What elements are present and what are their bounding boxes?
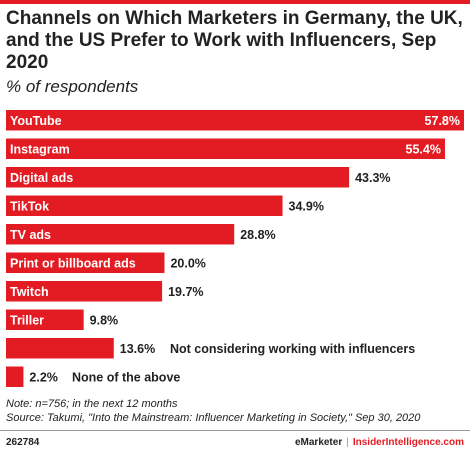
- category-label-not-considering-working-with-influencers: Not considering working with influencers: [170, 342, 415, 356]
- value-label-digital-ads: 43.3%: [355, 171, 390, 185]
- value-label-youtube: 57.8%: [425, 114, 460, 128]
- brand-insider-intelligence: InsiderIntelligence.com: [352, 437, 464, 448]
- chart-subtitle: % of respondents: [6, 77, 139, 96]
- bar-digital-ads: [6, 167, 350, 188]
- bar-label-triller: Triller: [10, 313, 44, 327]
- bar-triller: [6, 309, 84, 330]
- source-text: Source: Takumi, "Into the Mainstream: In…: [6, 412, 421, 424]
- bar-label-tv-ads: TV ads: [10, 228, 51, 242]
- chart-title: Channels on Which Marketers in Germany, …: [6, 8, 463, 73]
- bar-youtube: [6, 110, 464, 131]
- bar-tv-ads: [6, 224, 235, 245]
- bar-chart: YouTube 57.8% Instagram 55.4% Digital ads 43.…: [6, 110, 464, 387]
- value-label-print-or-billboard-ads: 20.0%: [170, 256, 205, 270]
- top-accent-line: [0, 0, 470, 4]
- bar-label-tiktok: TikTok: [10, 199, 49, 213]
- value-label-tiktok: 34.9%: [289, 199, 324, 213]
- value-label-triller: 9.8%: [90, 313, 119, 327]
- chart-notes: Note: n=756; in the next 12 months Sourc…: [6, 397, 466, 425]
- bar-none-of-the-above: [6, 366, 24, 387]
- bar-label-instagram: Instagram: [10, 142, 70, 156]
- value-label-none-of-the-above: 2.2%: [29, 370, 58, 384]
- chart-id: 262784: [6, 437, 40, 448]
- bar-label-twitch: Twitch: [10, 285, 49, 299]
- bar-label-print-or-billboard-ads: Print or billboard ads: [10, 256, 136, 270]
- value-label-instagram: 55.4%: [406, 142, 441, 156]
- category-label-none-of-the-above: None of the above: [72, 370, 180, 384]
- bar-not-considering-working-with-influencers: [6, 338, 114, 359]
- footer-divider: [0, 430, 470, 431]
- value-label-not-considering-working-with-influencers: 13.6%: [120, 342, 155, 356]
- bar-twitch: [6, 281, 163, 302]
- note-text: Note: n=756; in the next 12 months: [6, 398, 178, 410]
- value-label-tv-ads: 28.8%: [240, 228, 275, 242]
- bar-tiktok: [6, 195, 283, 216]
- brand-separator: |: [346, 437, 349, 448]
- value-label-twitch: 19.7%: [168, 285, 203, 299]
- bar-print-or-billboard-ads: [6, 252, 165, 273]
- bar-instagram: [6, 138, 445, 159]
- bar-label-digital-ads: Digital ads: [10, 171, 73, 185]
- bar-label-youtube: YouTube: [10, 114, 62, 128]
- footer-brand: eMarketer | InsiderIntelligence.com: [295, 437, 464, 448]
- brand-emarketer: eMarketer: [294, 437, 343, 448]
